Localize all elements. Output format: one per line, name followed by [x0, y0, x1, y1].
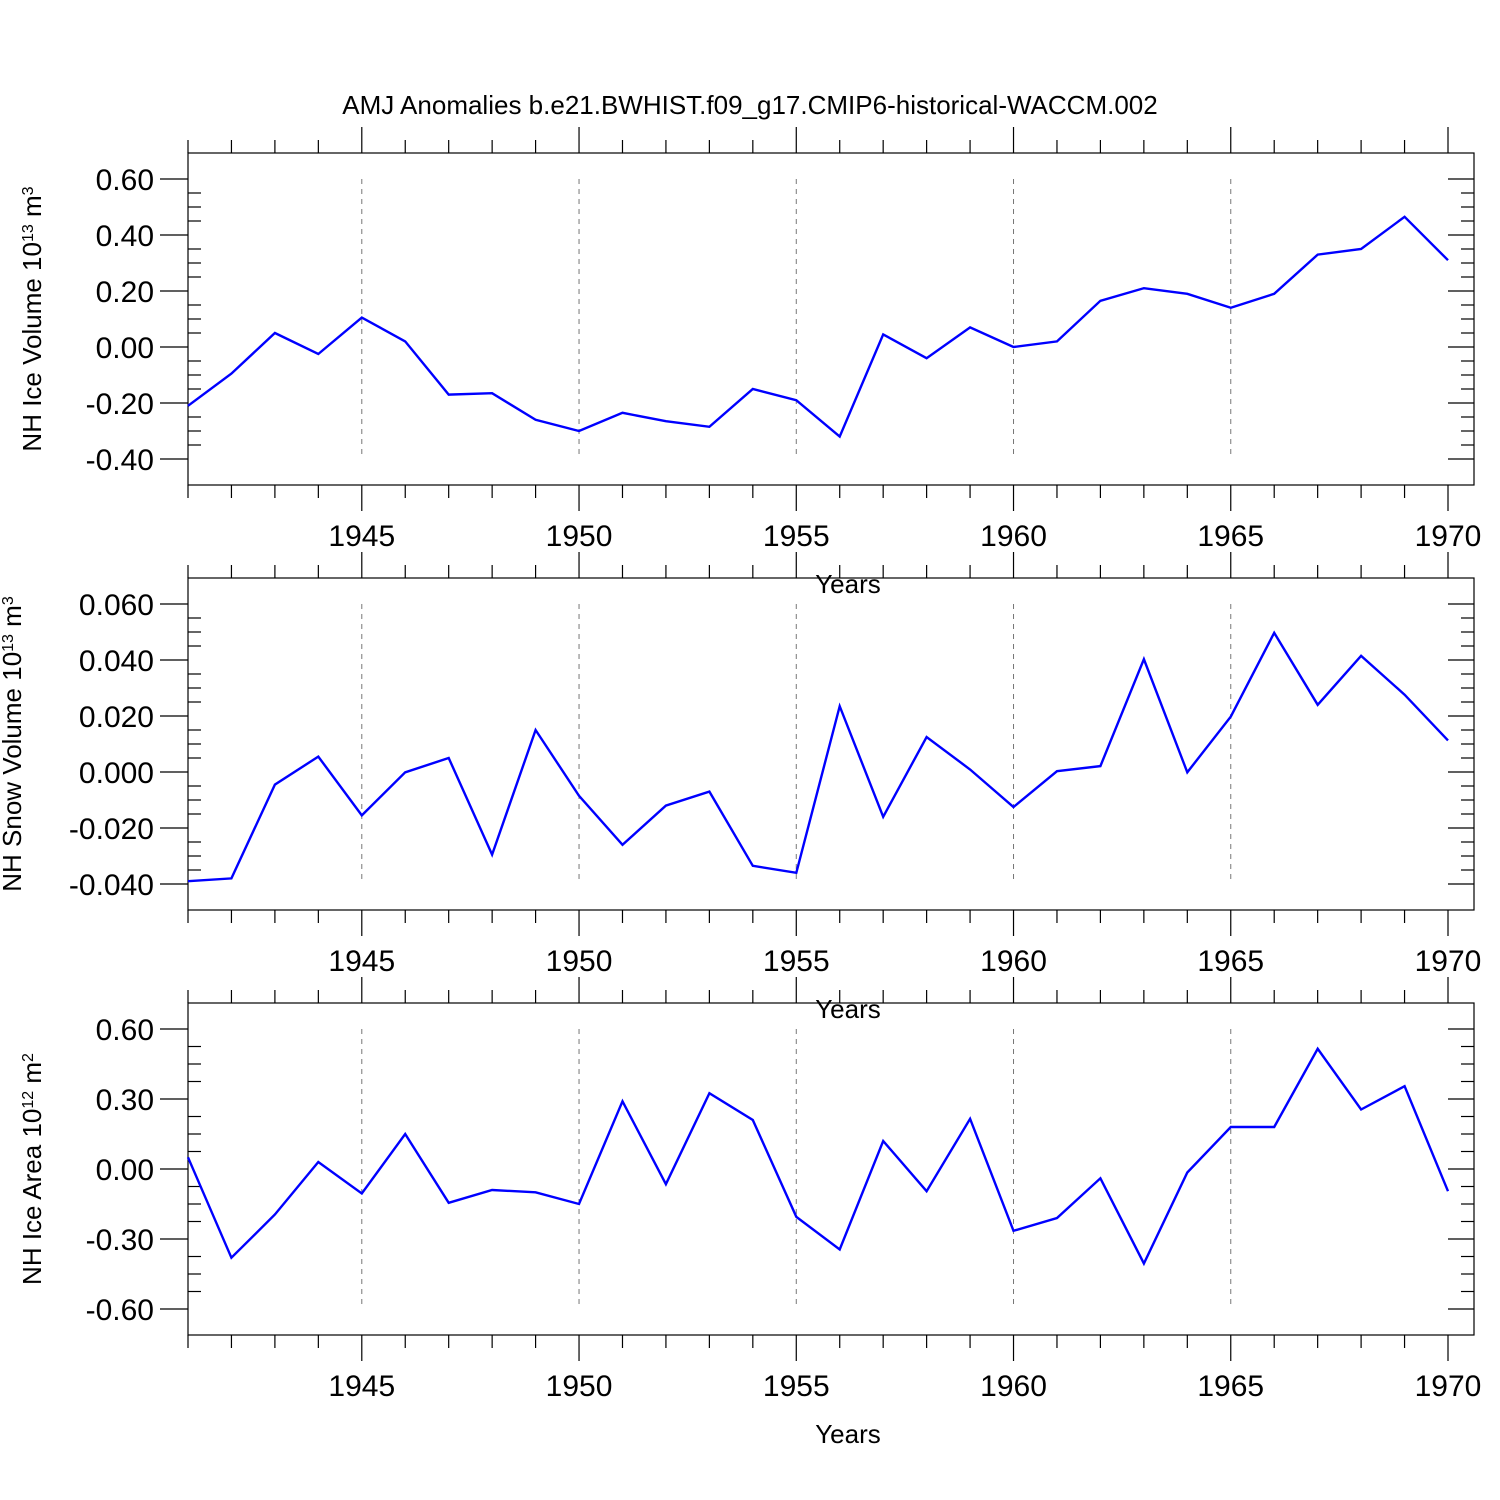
x-tick-label: 1960	[980, 945, 1047, 978]
y-tick-label: -0.040	[69, 869, 154, 902]
y-axis-title-unit-exp: 2	[20, 1053, 37, 1062]
x-tick-label: 1965	[1197, 945, 1264, 978]
y-tick-label: 0.30	[96, 1084, 154, 1117]
panel-ice-volume: -0.40 -0.20 0.00 0.20 0.40 0.60 1945 1950 1955 19…	[17, 127, 1481, 599]
x-tick-label: 1945	[328, 945, 395, 978]
y-axis-title-exp: 13	[0, 634, 17, 652]
x-tick-label: 1955	[763, 945, 830, 978]
x-tick-label: 1960	[980, 520, 1047, 553]
y-tick-label: 0.00	[96, 332, 154, 365]
x-tick-label: 1965	[1197, 1370, 1264, 1403]
y-tick-label: -0.30	[86, 1224, 154, 1257]
y-tick-label: -0.60	[86, 1294, 154, 1327]
x-tick-label: 1945	[328, 520, 395, 553]
y-axis-title-exp: 13	[20, 224, 37, 242]
x-tick-label: 1950	[546, 945, 613, 978]
y-axis-title-unit-exp: 3	[20, 186, 37, 195]
y-axis-title-unit: m	[17, 1062, 47, 1091]
y-axis-title: NH Ice Area 1012 m2	[17, 1053, 47, 1285]
x-tick-label: 1965	[1197, 520, 1264, 553]
y-tick-label: 0.000	[79, 757, 154, 790]
y-axis-title-unit-exp: 3	[0, 596, 17, 605]
y-tick-label: 0.00	[96, 1154, 154, 1187]
series-line-snow-volume	[187, 630, 1449, 883]
x-axis-title: Years	[815, 1419, 881, 1449]
y-tick-label: 0.060	[79, 589, 154, 622]
x-tick-label: 1970	[1415, 520, 1482, 553]
panel-snow-volume: -0.040 -0.020 0.000 0.020 0.040 0.060 1945 1950…	[0, 552, 1481, 1024]
y-tick-label: -0.20	[86, 388, 154, 421]
x-tick-label: 1950	[546, 1370, 613, 1403]
y-axis-title-unit: m	[0, 605, 27, 634]
y-tick-label: -0.020	[69, 813, 154, 846]
y-tick-label: 0.20	[96, 276, 154, 309]
y-axis-title-main: NH Snow Volume 10	[0, 652, 27, 892]
y-axis-title-main: NH Ice Volume 10	[17, 242, 47, 452]
y-axis-title: NH Ice Volume 1013 m3	[17, 186, 47, 451]
x-tick-label: 1945	[328, 1370, 395, 1403]
series-line-ice-volume	[187, 215, 1449, 439]
y-tick-label: 0.60	[96, 1014, 154, 1047]
series-line-ice-area	[186, 1046, 1450, 1267]
y-tick-label: 0.40	[96, 220, 154, 253]
x-tick-label: 1955	[763, 1370, 830, 1403]
figure-title: AMJ Anomalies b.e21.BWHIST.f09_g17.CMIP6…	[342, 90, 1157, 120]
x-tick-label: 1955	[763, 520, 830, 553]
panel-ice-area: -0.60 -0.30 0.00 0.30 0.60 1945 1950 1955 1960 19…	[17, 977, 1481, 1449]
y-tick-label: -0.40	[86, 444, 154, 477]
panels: -0.40 -0.20 0.00 0.20 0.40 0.60 1945 1950 1955 19…	[0, 127, 1481, 1449]
x-tick-label: 1950	[546, 520, 613, 553]
y-tick-label: 0.60	[96, 164, 154, 197]
y-axis-title-main: NH Ice Area 10	[17, 1109, 47, 1285]
x-tick-label: 1960	[980, 1370, 1047, 1403]
y-axis-title: NH Snow Volume 1013 m3	[0, 596, 27, 892]
plot-frame	[187, 152, 1475, 486]
x-axis-title: Years	[815, 569, 881, 599]
y-tick-label: 0.020	[79, 701, 154, 734]
x-tick-label: 1970	[1415, 945, 1482, 978]
x-tick-label: 1970	[1415, 1370, 1482, 1403]
y-axis-title-exp: 12	[20, 1091, 37, 1109]
y-axis-title-unit: m	[17, 195, 47, 224]
x-axis-title: Years	[815, 994, 881, 1024]
y-tick-label: 0.040	[79, 645, 154, 678]
